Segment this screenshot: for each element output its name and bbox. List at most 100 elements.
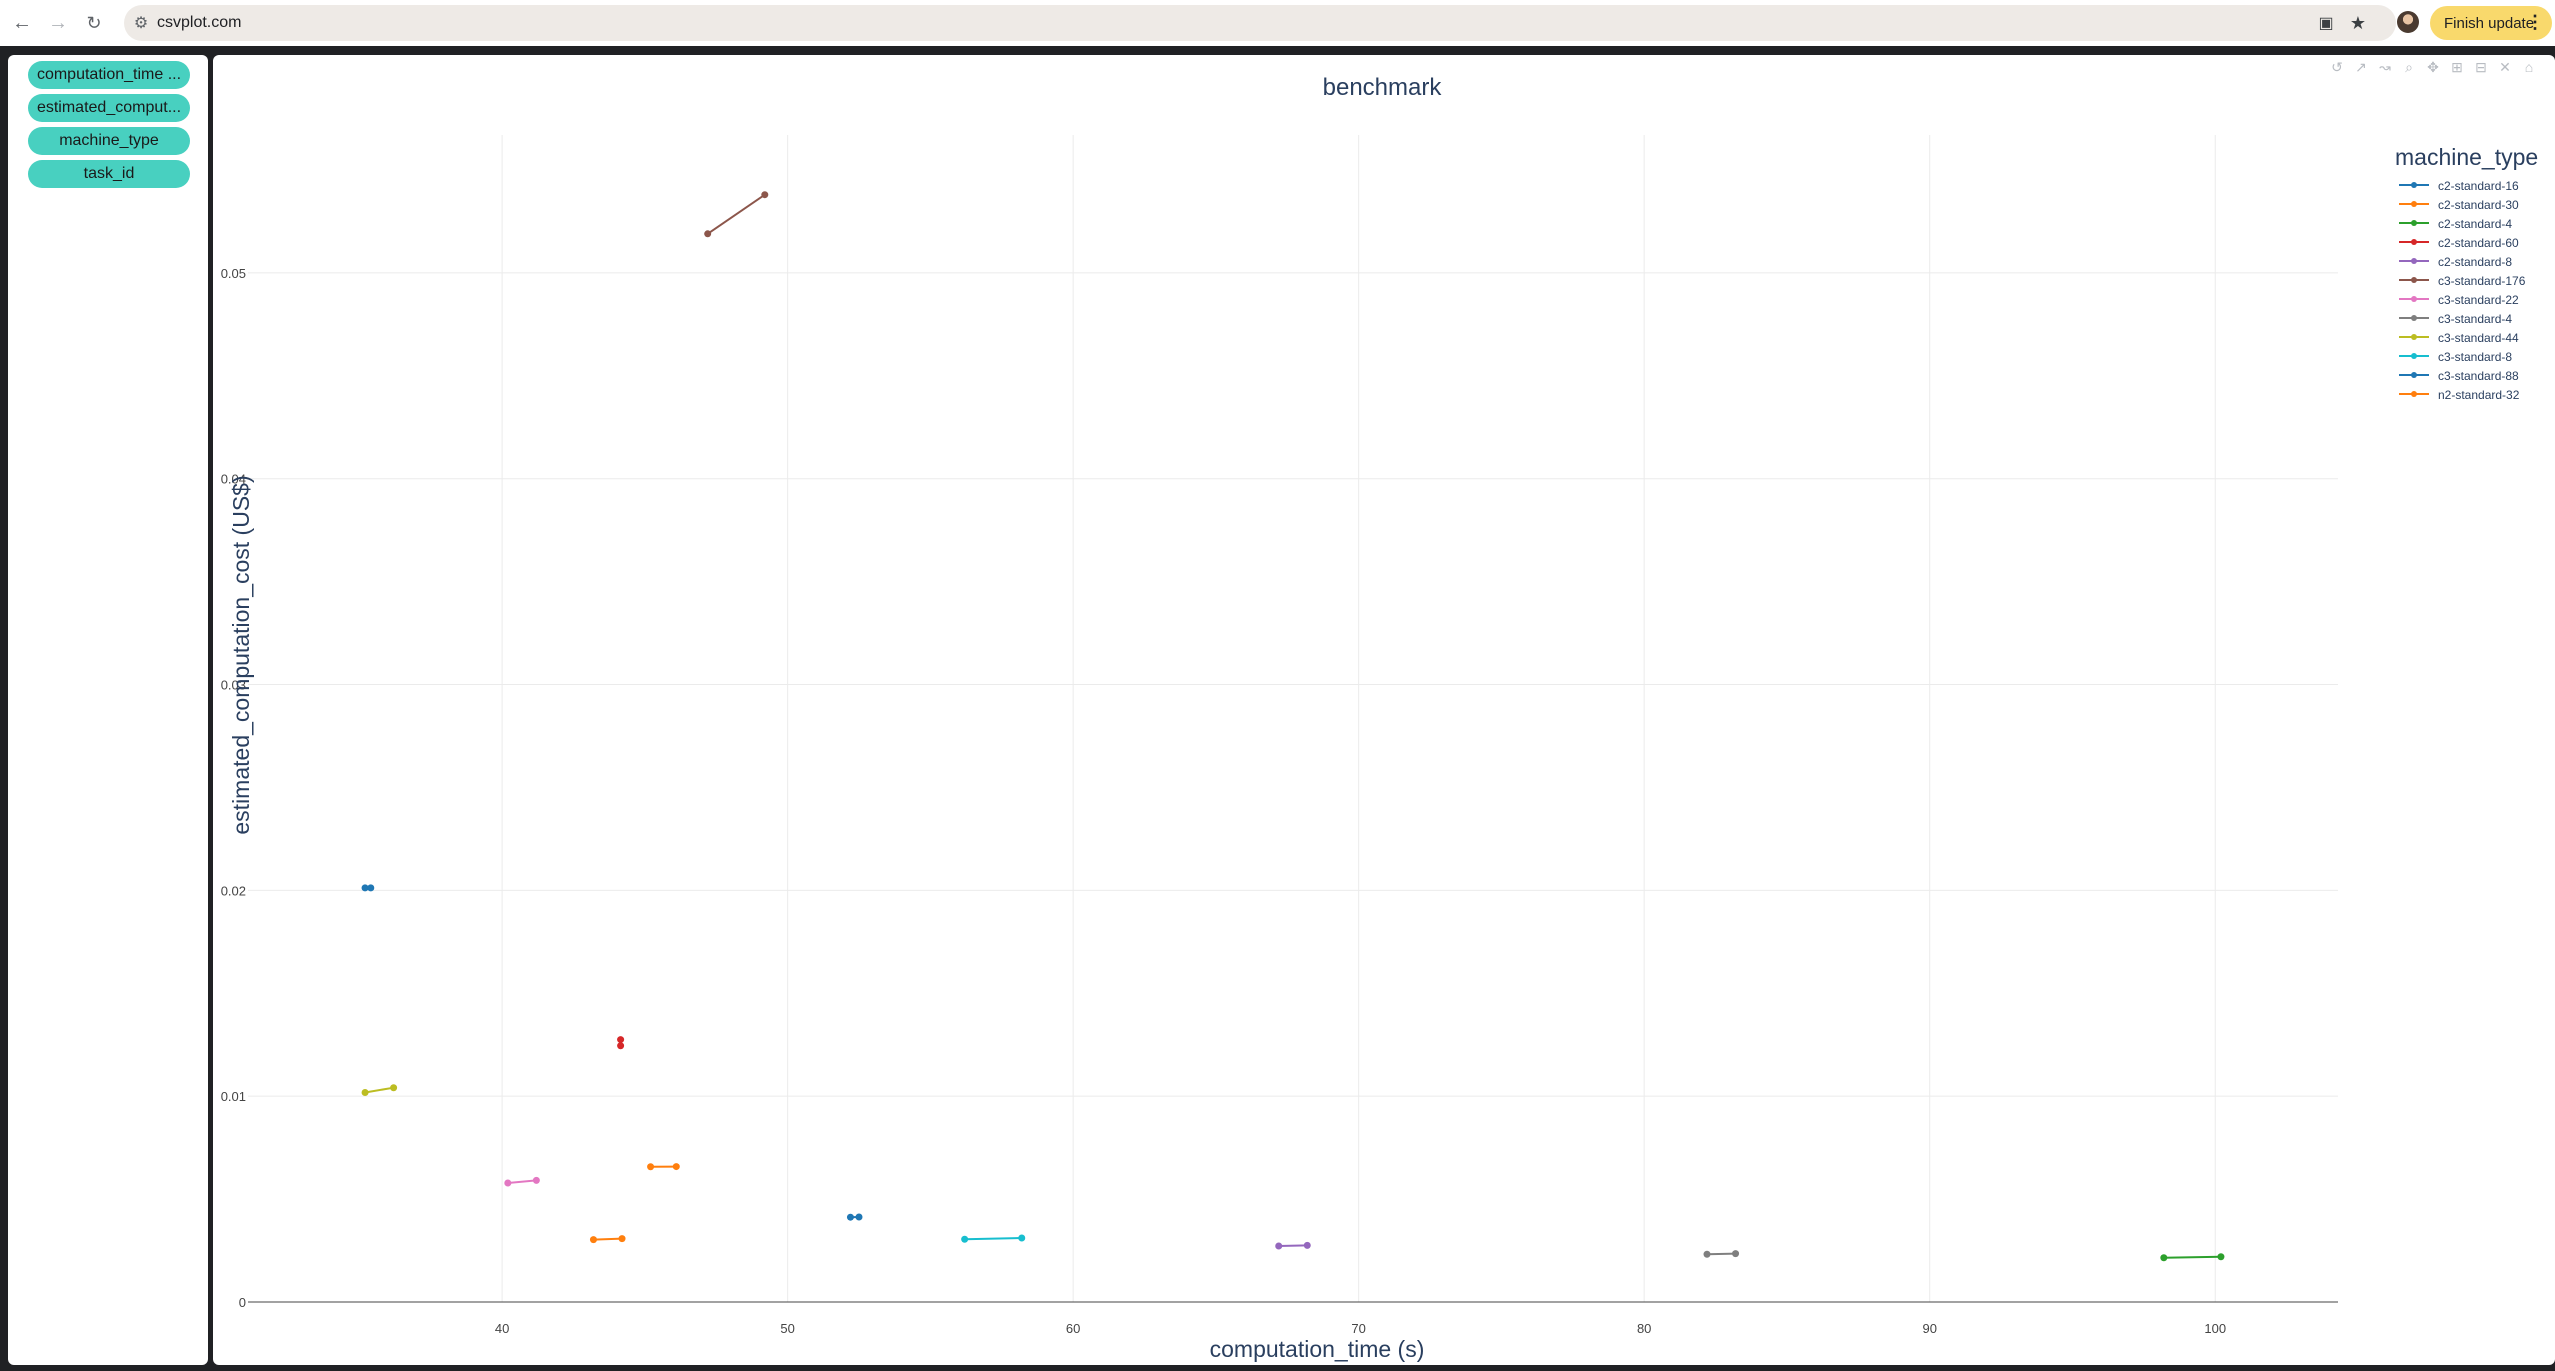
legend-title: machine_type bbox=[2395, 144, 2538, 170]
legend-swatch-marker bbox=[2411, 391, 2417, 397]
legend-item[interactable]: c3-standard-176 bbox=[2399, 274, 2526, 288]
data-point bbox=[367, 884, 375, 892]
series-c3-standard-4 bbox=[1703, 1250, 1740, 1258]
legend-item[interactable]: c2-standard-16 bbox=[2399, 179, 2519, 193]
back-icon[interactable]: ← bbox=[12, 11, 32, 34]
zoom-icon[interactable]: ⌕ bbox=[2405, 58, 2413, 75]
legend-swatch-marker bbox=[2411, 239, 2417, 245]
legend-label: c2-standard-8 bbox=[2438, 255, 2512, 269]
forward-icon[interactable]: → bbox=[48, 11, 68, 34]
series-c2-standard-8 bbox=[1275, 1241, 1311, 1250]
series-line bbox=[964, 1237, 1022, 1241]
series-line bbox=[593, 1237, 623, 1241]
profile-avatar[interactable] bbox=[2397, 11, 2419, 33]
plot-panel: 40 50 60 70 80 90 100 0 0.01 0.02 0.03 0.04 0.05 mac… bbox=[213, 55, 2555, 1365]
data-point bbox=[2160, 1254, 2168, 1262]
series-line bbox=[2163, 1255, 2221, 1259]
legend-swatch-marker bbox=[2411, 220, 2417, 226]
site-settings-icon[interactable]: ⚙ bbox=[133, 15, 149, 32]
series-c2-standard-4 bbox=[2160, 1253, 2225, 1262]
legend-item[interactable]: c3-standard-22 bbox=[2399, 293, 2519, 307]
reset-axes-icon[interactable]: ✕ bbox=[2499, 58, 2511, 75]
zoom-in-icon[interactable]: ⊞ bbox=[2451, 58, 2463, 75]
finish-update-button[interactable]: Finish update ⋮ bbox=[2430, 6, 2552, 40]
series-c3-standard-176 bbox=[704, 191, 769, 238]
y-tick-label: 0.04 bbox=[221, 472, 246, 487]
legend: machine_type c2-standard-16 c2-standard-30… bbox=[2395, 144, 2538, 402]
legend-label: c3-standard-4 bbox=[2438, 312, 2512, 326]
pan-icon[interactable]: ✥ bbox=[2427, 58, 2439, 75]
legend-item[interactable]: n2-standard-32 bbox=[2399, 388, 2520, 402]
legend-swatch-marker bbox=[2411, 353, 2417, 359]
column-pill-task-id[interactable]: task_id bbox=[28, 160, 190, 188]
data-point bbox=[361, 1088, 369, 1096]
data-point bbox=[504, 1179, 512, 1187]
data-point bbox=[1732, 1250, 1740, 1258]
legend-item[interactable]: c2-standard-60 bbox=[2399, 236, 2519, 250]
bookmark-star-icon[interactable]: ★ bbox=[2349, 12, 2367, 33]
line-chart-icon[interactable]: ↝ bbox=[2379, 58, 2391, 75]
chart-title: benchmark bbox=[1323, 74, 1443, 101]
series-line bbox=[1278, 1244, 1308, 1247]
legend-item[interactable]: c2-standard-30 bbox=[2399, 198, 2519, 212]
legend-swatch-marker bbox=[2411, 372, 2417, 378]
legend-label: c3-standard-88 bbox=[2438, 369, 2519, 383]
x-tick-label: 100 bbox=[2204, 1321, 2226, 1336]
install-app-icon[interactable]: ▣ bbox=[2318, 15, 2334, 32]
data-point bbox=[672, 1163, 680, 1171]
url-text[interactable]: csvplot.com bbox=[157, 14, 242, 31]
series-n2-standard-32 bbox=[589, 1235, 626, 1244]
legend-swatch-marker bbox=[2411, 258, 2417, 264]
series-line bbox=[707, 193, 766, 235]
column-pill-machine-type[interactable]: machine_type bbox=[28, 127, 190, 155]
legend-item[interactable]: c2-standard-8 bbox=[2399, 255, 2512, 269]
column-pill-computation-time[interactable]: computation_time ... bbox=[28, 61, 190, 89]
legend-item[interactable]: c3-standard-88 bbox=[2399, 369, 2519, 383]
legend-swatch-marker bbox=[2411, 296, 2417, 302]
column-pill-estimated-cost[interactable]: estimated_comput... bbox=[28, 94, 190, 122]
more-menu-icon[interactable]: ⋮ bbox=[2526, 12, 2544, 32]
x-tick-label: 60 bbox=[1066, 1321, 1080, 1336]
series-c2-standard-16 bbox=[846, 1213, 863, 1221]
legend-swatch-marker bbox=[2411, 315, 2417, 321]
y-tick-label: 0.03 bbox=[221, 678, 246, 693]
legend-label: c3-standard-8 bbox=[2438, 350, 2512, 364]
y-tick-label: 0.02 bbox=[221, 883, 246, 898]
data-point bbox=[846, 1213, 854, 1221]
legend-item[interactable]: c3-standard-44 bbox=[2399, 331, 2519, 345]
undo-icon[interactable]: ↺ bbox=[2331, 58, 2343, 75]
x-tick-label: 50 bbox=[780, 1321, 794, 1336]
autoscale-icon[interactable]: ↗ bbox=[2355, 58, 2367, 75]
series-c3-standard-44 bbox=[361, 1084, 398, 1096]
legend-label: c3-standard-44 bbox=[2438, 331, 2519, 345]
legend-swatch-marker bbox=[2411, 182, 2417, 188]
browser-toolbar: ← → ↻ ⚙ csvplot.com ▣ ★ Finish update ⋮ bbox=[0, 0, 2555, 46]
series-line bbox=[364, 1086, 394, 1094]
legend-item[interactable]: c2-standard-4 bbox=[2399, 217, 2512, 231]
data-point bbox=[589, 1236, 597, 1244]
tick-labels: 40 50 60 70 80 90 100 0 0.01 0.02 0.03 0.04 0.05 bbox=[221, 266, 2226, 1336]
data-point bbox=[1275, 1242, 1283, 1250]
x-tick-label: 40 bbox=[495, 1321, 509, 1336]
series-c2-standard-60 bbox=[617, 1036, 625, 1050]
zoom-out-icon[interactable]: ⊟ bbox=[2475, 58, 2487, 75]
x-tick-label: 80 bbox=[1637, 1321, 1651, 1336]
legend-label: c2-standard-16 bbox=[2438, 179, 2519, 193]
series-line bbox=[507, 1179, 537, 1184]
benchmark-chart[interactable]: 40 50 60 70 80 90 100 0 0.01 0.02 0.03 0.04 0.05 mac… bbox=[213, 55, 2555, 1365]
data-point bbox=[1018, 1234, 1026, 1242]
data-point bbox=[855, 1213, 863, 1221]
data-point bbox=[961, 1235, 969, 1243]
y-tick-label: 0 bbox=[239, 1295, 246, 1310]
legend-label: n2-standard-32 bbox=[2438, 388, 2520, 402]
series-c3-standard-88 bbox=[361, 884, 375, 892]
finish-update-label: Finish update bbox=[2444, 14, 2535, 32]
data-point bbox=[532, 1176, 540, 1184]
legend-item[interactable]: c3-standard-8 bbox=[2399, 350, 2512, 364]
reload-icon[interactable]: ↻ bbox=[86, 12, 102, 33]
data-point bbox=[618, 1235, 626, 1243]
address-bar[interactable] bbox=[124, 5, 2396, 41]
legend-item[interactable]: c3-standard-4 bbox=[2399, 312, 2512, 326]
series-c3-standard-22 bbox=[504, 1176, 540, 1187]
home-icon[interactable]: ⌂ bbox=[2524, 59, 2534, 75]
